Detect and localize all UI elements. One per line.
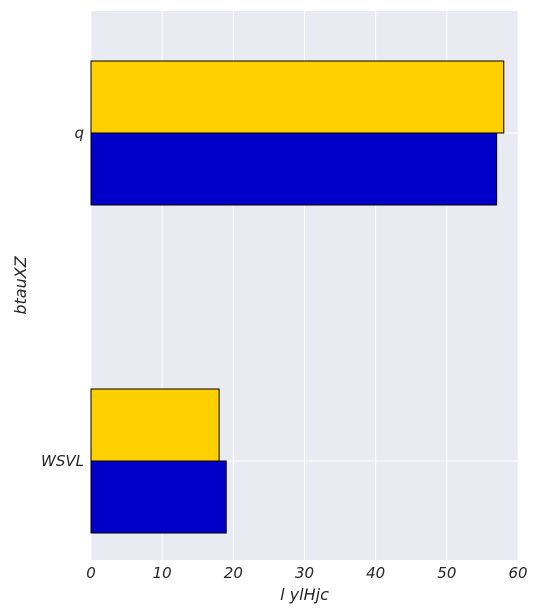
x-tick-label: 60 xyxy=(508,564,527,582)
x-tick-label: 0 xyxy=(86,564,96,582)
x-tick-label: 30 xyxy=(295,564,314,582)
bar-WSVL-series-0 xyxy=(90,460,227,534)
y-tick-labels: WSVL q xyxy=(41,124,84,470)
x-tick-label: 40 xyxy=(366,564,385,582)
y-axis-label: btauXZ xyxy=(11,255,30,314)
y-tick-label: q xyxy=(74,124,84,142)
x-tick-label: 10 xyxy=(153,564,172,582)
x-tick-label: 50 xyxy=(437,564,456,582)
bars xyxy=(90,60,505,534)
y-tick-label: WSVL xyxy=(41,452,84,470)
x-tick-label: 20 xyxy=(224,564,243,582)
bar-WSVL-series-1 xyxy=(90,388,220,462)
bar-q-series-1 xyxy=(90,60,505,134)
bar-q-series-0 xyxy=(90,132,498,206)
x-tick-labels: 0 10 20 30 40 50 60 xyxy=(86,564,527,582)
x-axis-label: l ylHjc xyxy=(280,585,329,604)
